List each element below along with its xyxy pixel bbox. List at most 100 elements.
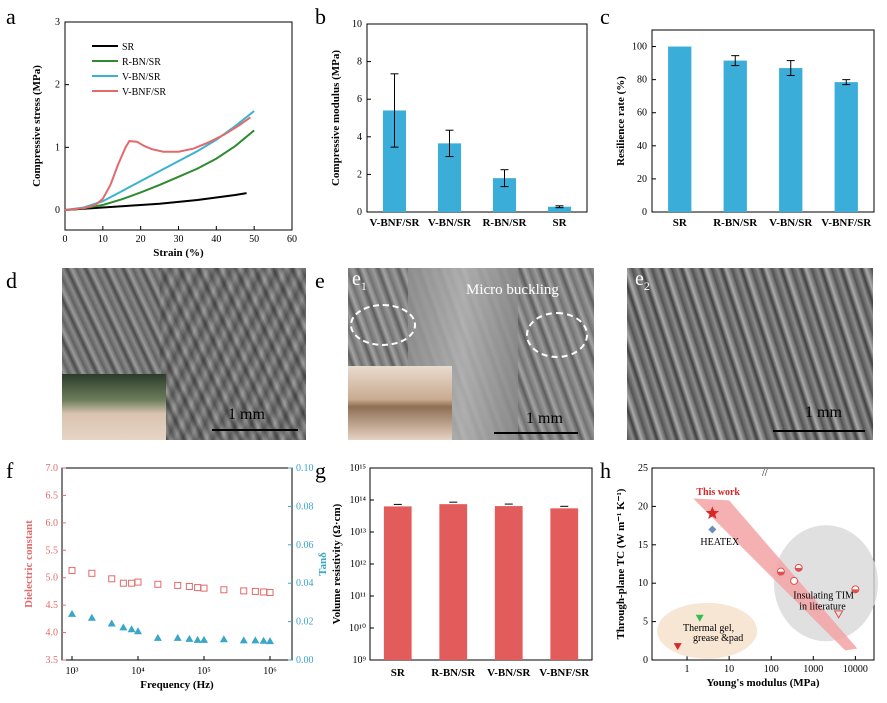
g-category-label: V-BNF/SR	[539, 667, 590, 679]
f-point-dielectric	[260, 588, 268, 596]
f-ytick-label: 6.5	[46, 490, 59, 501]
b-bar	[382, 110, 407, 212]
h-xtick-label: 10	[724, 664, 734, 675]
b-ytick-label: 4	[357, 132, 362, 143]
b-ytick-label: 8	[357, 57, 362, 68]
a-ytick-label: 2	[55, 80, 60, 91]
c-ytick-label: 40	[637, 141, 647, 152]
f-y2label: Tanδ	[317, 552, 329, 576]
f-point-dielectric	[128, 579, 136, 587]
h-ylabel: Through-plane TC (W m⁻¹ K⁻¹)	[615, 488, 627, 639]
c-ytick-label: 20	[637, 174, 647, 185]
panel-label-g: g	[315, 458, 326, 483]
f-point-tand	[185, 634, 194, 642]
a-frame	[64, 21, 293, 231]
sem-image-d: 1 mm	[62, 268, 306, 440]
g-ytick-label: 10¹⁴	[350, 495, 367, 506]
b-category-label: SR	[552, 217, 567, 229]
g-category-label: R-BN/SR	[431, 667, 476, 679]
a-legend-label: R-BN/SR	[122, 57, 161, 68]
a-ytick-label: 0	[55, 205, 60, 216]
c-category-label: SR	[673, 217, 688, 229]
panel-label-e: e	[315, 268, 325, 293]
f-point-dielectric	[200, 584, 208, 592]
sem-image-e1: e1 Micro buckling 1 mm	[348, 268, 594, 440]
f-y2tick-label: 0.02	[296, 617, 314, 628]
b-category-label: R-BN/SR	[482, 217, 527, 229]
h-xtick-label: 100	[764, 664, 779, 675]
inset-photo-e	[348, 366, 452, 440]
b-ytick-label: 6	[357, 94, 362, 105]
panel-label-a: a	[6, 4, 16, 29]
h-this-work-label: This work	[696, 487, 740, 498]
h-gel-region	[657, 602, 758, 659]
panel-label-d: d	[6, 268, 17, 293]
inset-photo-d	[62, 374, 166, 440]
a-legend-label: V-BNF/SR	[122, 87, 166, 98]
h-ytick-label: 5	[643, 617, 648, 628]
chart-g-resistivity: 10⁹ 10¹⁰ 10¹¹ 10¹² 10¹³ 10¹⁴ 10¹⁵ Volume resist…	[331, 463, 593, 679]
panel-label-f: f	[6, 458, 14, 483]
f-point-tand	[127, 625, 136, 633]
c-bar	[723, 60, 747, 212]
b-ytick-label: 2	[357, 169, 362, 180]
c-category-label: V-BNF/SR	[821, 217, 872, 229]
c-bar	[779, 68, 803, 212]
f-frame	[61, 467, 293, 661]
c-frame	[651, 29, 875, 213]
a-legend-label: SR	[122, 42, 135, 53]
f-xtick-label: 10⁵	[197, 666, 211, 677]
a-xtick-label: 50	[249, 234, 259, 245]
h-point-gel	[695, 614, 704, 622]
h-trend-arrow	[693, 498, 858, 651]
f-y2tick-label: 0.10	[296, 463, 314, 474]
h-insulating-label: Insulating TIM	[793, 591, 854, 602]
a-xtick-label: 40	[211, 234, 221, 245]
h-grease-label: grease &pad	[693, 633, 743, 644]
h-xtick-label: 1	[685, 664, 690, 675]
h-ytick-label: 25	[638, 463, 648, 474]
f-point-dielectric	[108, 575, 116, 583]
g-ytick-label: 10¹²	[350, 559, 366, 570]
f-point-dielectric	[220, 586, 228, 594]
f-point-tand	[173, 633, 182, 641]
f-ytick-label: 4.5	[46, 600, 59, 611]
f-point-tand	[119, 623, 128, 631]
h-point-heatex	[708, 525, 717, 534]
f-xtick-label: 10⁶	[263, 666, 277, 677]
b-bar	[492, 178, 517, 212]
g-ylabel: Volume resistivity (Ω·cm)	[331, 503, 343, 624]
scale-bar-e2	[773, 430, 865, 432]
h-heatex-label: HEATEX	[700, 537, 740, 548]
f-point-dielectric	[154, 580, 162, 588]
h-point-literature-fill	[777, 571, 785, 576]
a-xtick-label: 20	[136, 234, 146, 245]
a-series-R-BN/SR	[64, 129, 255, 211]
f-ytick-label: 6.0	[46, 518, 59, 529]
scale-label-e: 1 mm	[526, 410, 563, 427]
chart-a-stress-strain: 0 10 20 30 40 50 60 0 1 2 3 Strain (%) Compressive s…	[31, 17, 297, 259]
h-insulating-label-2: in literature	[799, 601, 846, 612]
e2-label: e2	[635, 268, 650, 293]
f-point-dielectric	[194, 584, 202, 592]
c-ytick-label: 0	[642, 207, 647, 218]
h-point-literature	[833, 610, 844, 619]
f-point-dielectric	[119, 579, 127, 587]
h-legend-marker	[673, 643, 682, 651]
f-point-tand	[259, 636, 268, 644]
h-xtick-label: 1000	[803, 664, 823, 675]
a-xlabel: Strain (%)	[153, 247, 204, 259]
g-category-label: SR	[391, 667, 406, 679]
f-point-tand	[251, 636, 260, 644]
scale-label-e2: 1 mm	[805, 404, 842, 421]
a-series-V-BN/SR	[64, 110, 255, 211]
micro-buckling-label: Micro buckling	[466, 282, 559, 298]
chart-h-tc-modulus: 1 10 100 1000 10000 0 5 10 15 20 25 Young's modulus…	[615, 463, 878, 689]
f-point-dielectric	[134, 578, 142, 586]
panel-label-c: c	[600, 4, 610, 29]
f-point-tand	[239, 636, 248, 644]
h-point-literature	[790, 576, 799, 585]
chart-b-modulus: 0 2 4 6 8 10 Compressive modulus (MPa) V-BNF/SR…	[330, 19, 588, 229]
h-thermal-label: Thermal gel,	[683, 623, 734, 634]
h-point-this-work	[705, 506, 720, 519]
